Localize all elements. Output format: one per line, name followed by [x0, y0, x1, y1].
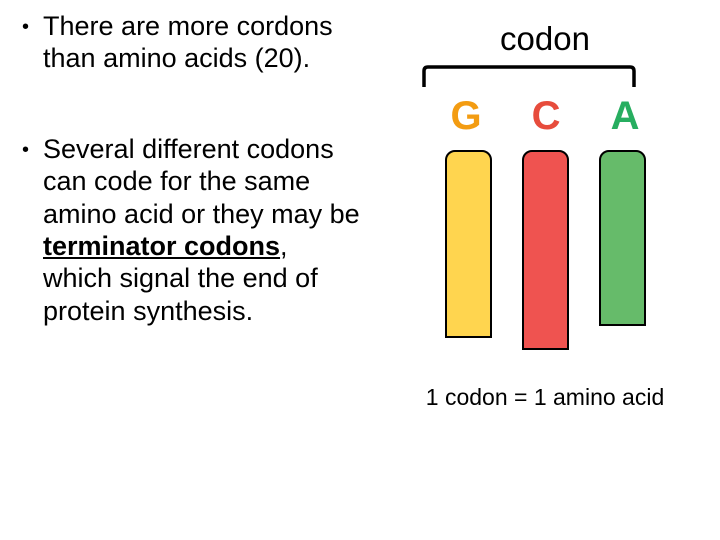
codon-letter: A [611, 94, 640, 139]
diagram-column: codon G C A 1 codon = 1 amino acid [370, 0, 720, 540]
codon-letter: G [451, 94, 482, 139]
codon-letters: G C A [370, 94, 720, 139]
text-column: • There are more cordons than amino acid… [0, 0, 370, 540]
codon-bar [445, 150, 492, 338]
diagram-caption: 1 codon = 1 amino acid [370, 384, 720, 411]
page-container: • There are more cordons than amino acid… [0, 0, 720, 540]
codon-letter: C [532, 94, 561, 139]
codon-bars [370, 150, 720, 350]
bullet-text-underline: terminator codons [43, 231, 280, 261]
bracket-icon [420, 63, 638, 87]
bullet-dot-icon: • [22, 10, 29, 44]
bullet-dot-icon: • [22, 133, 29, 167]
codon-label: codon [370, 20, 720, 58]
codon-bar [599, 150, 646, 326]
bullet-item: • There are more cordons than amino acid… [22, 10, 360, 75]
bullet-text: Several different codons can code for th… [43, 133, 360, 327]
bullet-text: There are more cordons than amino acids … [43, 10, 360, 75]
bullet-text-pre: Several different codons can code for th… [43, 134, 360, 229]
bullet-item: • Several different codons can code for … [22, 133, 360, 327]
codon-bar [522, 150, 569, 350]
bullet-text-pre: There are more cordons than amino acids … [43, 11, 333, 73]
